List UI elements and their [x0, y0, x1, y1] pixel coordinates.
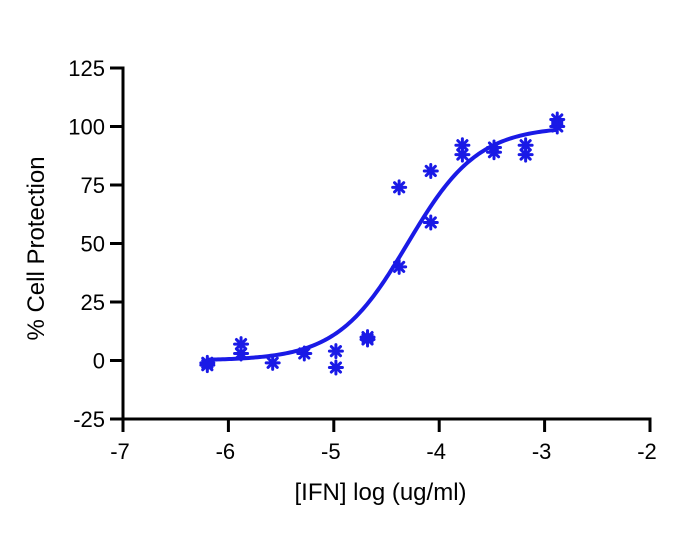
data-point-stroke: [234, 347, 248, 360]
y-tick-label: -25: [73, 407, 105, 432]
data-points: [199, 111, 566, 376]
data-point: [517, 146, 534, 163]
x-axis-title: [IFN] log (ug/ml): [294, 479, 466, 506]
y-tick-label: 125: [68, 56, 105, 81]
data-point: [391, 258, 408, 275]
data-point: [486, 144, 503, 161]
x-tick-label: -2: [637, 439, 657, 464]
data-point-stroke: [329, 345, 343, 358]
data-point-stroke: [519, 139, 532, 152]
y-axis-title: % Cell Protection: [23, 156, 50, 340]
x-tick-label: -7: [110, 439, 130, 464]
y-tick-label: 0: [93, 349, 105, 374]
data-point-stroke: [201, 359, 214, 372]
fit-curve: [207, 127, 558, 362]
x-tick-label: -4: [426, 439, 446, 464]
data-point-stroke: [456, 139, 469, 152]
x-ticks: -7 -6 -5 -4 -3 -2: [110, 419, 657, 464]
data-point-stroke: [298, 347, 311, 360]
y-tick-label: 50: [81, 232, 105, 257]
data-point-stroke: [329, 361, 343, 374]
y-tick-label: 25: [81, 290, 105, 315]
x-tick-label: -3: [532, 439, 552, 464]
data-point-stroke: [234, 338, 248, 351]
data-point-stroke: [424, 216, 437, 229]
axes: [121, 66, 652, 421]
data-point: [327, 359, 344, 376]
data-point: [454, 146, 471, 163]
data-point: [422, 214, 439, 231]
data-point: [549, 118, 566, 135]
data-point: [327, 343, 344, 360]
data-point-stroke: [361, 333, 374, 346]
x-tick-label: -5: [321, 439, 341, 464]
data-point-stroke: [487, 146, 501, 159]
y-tick-label: 100: [68, 115, 105, 140]
data-point-stroke: [393, 181, 406, 194]
data-point: [233, 345, 250, 362]
data-point-stroke: [393, 260, 406, 273]
data-point-stroke: [551, 120, 564, 133]
data-point-stroke: [456, 148, 469, 161]
data-point: [233, 336, 250, 353]
data-point: [296, 345, 313, 362]
data-point: [199, 357, 216, 374]
data-point: [264, 354, 281, 371]
x-tick-label: -6: [216, 439, 236, 464]
data-point-stroke: [424, 164, 437, 178]
data-point-stroke: [266, 356, 279, 369]
data-point: [422, 162, 439, 179]
y-ticks: -25 0 25 50 75 100 125: [68, 56, 123, 432]
y-tick-label: 75: [81, 173, 105, 198]
data-point: [359, 331, 376, 348]
data-point: [391, 179, 408, 196]
data-point-stroke: [519, 148, 532, 161]
